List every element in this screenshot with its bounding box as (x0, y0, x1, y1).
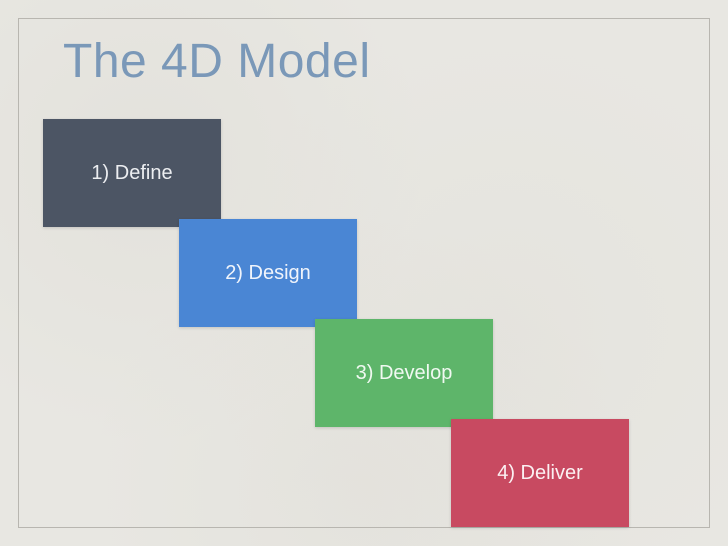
slide-title: The 4D Model (63, 34, 370, 89)
step-box-develop: 3) Develop (315, 319, 493, 427)
step-label-deliver: 4) Deliver (497, 462, 583, 485)
step-label-develop: 3) Develop (356, 362, 453, 385)
step-box-deliver: 4) Deliver (451, 419, 629, 527)
slide-frame: The 4D Model 1) Define 2) Design 3) Deve… (18, 18, 710, 528)
step-label-define: 1) Define (91, 162, 172, 185)
step-box-define: 1) Define (43, 119, 221, 227)
step-label-design: 2) Design (225, 262, 311, 285)
slide-outer: The 4D Model 1) Define 2) Design 3) Deve… (0, 0, 728, 546)
step-box-design: 2) Design (179, 219, 357, 327)
